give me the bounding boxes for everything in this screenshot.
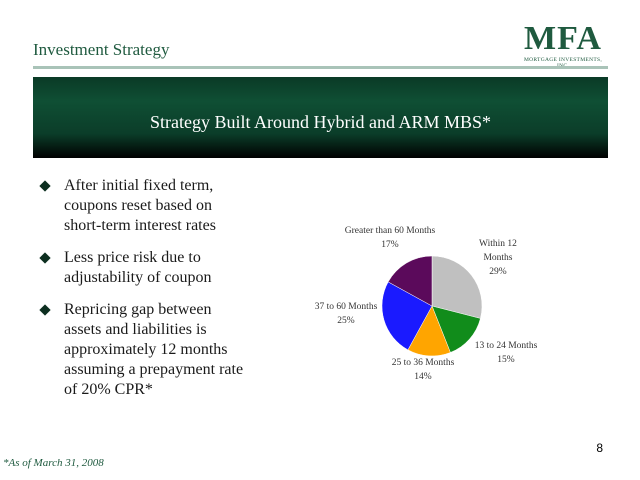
header-rule: [33, 66, 608, 69]
bullet-item: Repricing gap between assets and liabili…: [38, 300, 248, 400]
pie-slice-within-12: [431, 255, 483, 319]
slice-name: 13 to 24 Months: [474, 341, 538, 351]
footnote: *As of March 31, 2008: [3, 457, 104, 469]
bullet-list: After initial fixed term, coupons reset …: [38, 176, 248, 412]
slice-name: Greater than 60 Months: [344, 226, 436, 236]
page-number: 8: [596, 441, 603, 455]
slice-percent: 29%: [489, 267, 507, 277]
diamond-bullet-icon: [39, 304, 51, 316]
diamond-bullet-icon: [39, 252, 51, 264]
slice-percent: 14%: [414, 372, 432, 382]
bullet-text: Repricing gap between assets and liabili…: [64, 301, 244, 398]
pie-chart: Greater than 60 Months 17% Within 12 Mon…: [300, 220, 560, 390]
slice-name: 25 to 36 Months: [391, 358, 455, 368]
logo-mark: MFA: [524, 20, 602, 57]
logo: MFA MORTGAGE INVESTMENTS, INC.: [518, 20, 608, 70]
bullet-item: After initial fixed term, coupons reset …: [38, 176, 248, 236]
diamond-bullet-icon: [39, 180, 51, 192]
slice-name: 37 to 60 Months: [314, 302, 378, 312]
header-title: Investment Strategy: [33, 40, 170, 59]
bullet-text: Less price risk due to adjustability of …: [64, 249, 212, 286]
bullet-item: Less price risk due to adjustability of …: [38, 248, 248, 288]
title-banner: Strategy Built Around Hybrid and ARM MBS…: [33, 77, 608, 158]
slide-title: Strategy Built Around Hybrid and ARM MBS…: [149, 112, 491, 132]
pie-label-13-to-24: 13 to 24 Months 15%: [468, 339, 544, 367]
slice-name: Within 12 Months: [479, 239, 517, 263]
pie-slice-37-to-60: [381, 281, 433, 351]
pie-label-25-to-36: 25 to 36 Months 14%: [384, 356, 462, 384]
slice-percent: 17%: [381, 240, 399, 250]
slice-percent: 15%: [497, 355, 515, 365]
pie-slice-greater-than-60: [387, 255, 433, 307]
slice-percent: 25%: [337, 316, 355, 326]
bullet-text: After initial fixed term, coupons reset …: [64, 177, 216, 234]
pie-label-37-to-60: 37 to 60 Months 25%: [308, 300, 384, 328]
pie-label-within-12: Within 12 Months 29%: [468, 237, 528, 279]
pie-label-greater-than-60: Greater than 60 Months 17%: [342, 224, 438, 252]
pie-chart-svg: [381, 255, 483, 357]
